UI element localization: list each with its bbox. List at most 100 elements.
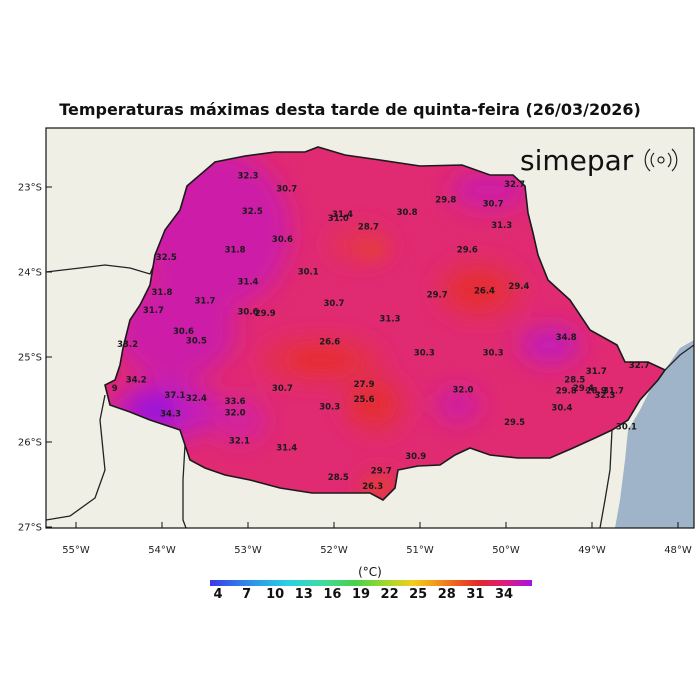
station-value: 32.7 — [504, 180, 525, 190]
station-value: 31.8 — [152, 288, 173, 298]
station-value: 29.8 — [556, 387, 577, 397]
station-value: 30.3 — [483, 348, 504, 358]
station-value: 26.6 — [319, 337, 340, 347]
station-value: 37.1 — [164, 391, 185, 401]
station-value: 31.3 — [491, 221, 512, 231]
station-value: 28.7 — [358, 223, 379, 233]
lon-label: 52°W — [320, 545, 348, 556]
station-value: 32.0 — [453, 386, 474, 396]
map-title: Temperaturas máximas desta tarde de quin… — [59, 100, 641, 119]
legend-colorbar — [210, 580, 532, 586]
station-value: 29.8 — [435, 195, 456, 205]
station-value: 32.4 — [186, 394, 207, 404]
lon-label: 50°W — [492, 545, 520, 556]
field-blobs — [110, 150, 580, 495]
station-value: 32.5 — [242, 207, 263, 217]
lat-label: 26°S — [18, 438, 42, 449]
station-value: 30.8 — [397, 208, 418, 218]
station-value: 30.6 — [173, 327, 194, 337]
station-value: 29.7 — [427, 291, 448, 301]
station-value: 28.9 — [586, 387, 607, 397]
station-value: 30.1 — [298, 268, 319, 278]
legend-tick-label: 28 — [438, 587, 456, 602]
station-value: 34.2 — [126, 376, 147, 386]
legend-tick-label: 34 — [495, 587, 513, 602]
station-value: 25.6 — [354, 395, 375, 405]
lon-label: 55°W — [62, 545, 90, 556]
lon-label: 49°W — [578, 545, 606, 556]
station-value: 31.4 — [238, 278, 259, 288]
lat-label: 25°S — [18, 353, 42, 364]
station-value: 32.5 — [156, 253, 177, 263]
state-border — [104, 146, 667, 501]
legend-tick-label: 16 — [323, 587, 341, 602]
lat-label: 24°S — [18, 268, 42, 279]
station-value: 33.2 — [117, 340, 138, 350]
station-value: 30.1 — [616, 422, 637, 432]
legend-ticks: 4 7 10 13 16 19 22 25 28 31 34 — [213, 587, 513, 602]
legend-tick-label: 19 — [352, 587, 370, 602]
station-value: 30.3 — [414, 348, 435, 358]
legend-tick-label: 7 — [242, 587, 251, 602]
map-plot-area: 32.330.7 32.729.8 30.732.5 31.431.030.828.7… — [46, 128, 694, 528]
longitude-axis: 55°W 54°W 53°W 52°W 51°W 50°W 49°W 48°W — [62, 522, 692, 556]
station-value: 31.4 — [276, 444, 297, 454]
legend-tick-label: 4 — [213, 587, 222, 602]
station-value: 30.5 — [186, 336, 207, 346]
legend-tick-label: 31 — [466, 587, 484, 602]
legend-tick-label: 22 — [381, 587, 399, 602]
station-value: 31.7 — [143, 306, 164, 316]
station-value: 29.6 — [457, 245, 478, 255]
brand-radio-icon — [644, 148, 678, 172]
legend-tick-label: 25 — [409, 587, 427, 602]
legend-unit: (°C) — [358, 565, 382, 579]
station-value: 30.3 — [319, 403, 340, 413]
station-value: 31.7 — [586, 367, 607, 377]
station-value: 28.5 — [564, 376, 585, 386]
station-value: 32.3 — [238, 172, 259, 182]
station-value: 31.7 — [603, 387, 624, 397]
station-value: 30.7 — [483, 200, 504, 210]
station-value: 29.9 — [255, 309, 276, 319]
station-value: 31.4 — [332, 210, 353, 220]
station-value: 32.0 — [225, 409, 246, 419]
latitude-axis: 23°S 24°S 25°S 26°S 27°S — [18, 183, 52, 534]
station-value: 29.4 — [573, 384, 594, 394]
station-value: 31.0 — [328, 214, 349, 224]
station-value: 27.9 — [354, 380, 375, 390]
station-value: 33.6 — [225, 397, 246, 407]
station-value: 26.4 — [474, 286, 495, 296]
station-value: 30.6 — [238, 308, 259, 318]
legend-tick-label: 10 — [266, 587, 284, 602]
field-cores — [292, 243, 500, 494]
station-value: 30.7 — [276, 184, 297, 194]
lon-label: 53°W — [234, 545, 262, 556]
station-value: 31.7 — [195, 297, 216, 307]
station-value: 32.3 — [594, 391, 615, 401]
station-value: 31.3 — [379, 314, 400, 324]
station-value: 26.3 — [362, 482, 383, 492]
station-value: 30.7 — [324, 299, 345, 309]
station-value: 28.5 — [328, 473, 349, 483]
lon-label: 48°W — [664, 545, 692, 556]
station-values: 32.330.7 32.729.8 30.732.5 31.431.030.828.7… — [112, 172, 650, 492]
neighbour-borders — [46, 261, 694, 528]
station-value: 34.8 — [556, 333, 577, 343]
station-value: 29.5 — [504, 418, 525, 428]
lon-label: 51°W — [406, 545, 434, 556]
station-value: 32.1 — [229, 437, 250, 447]
plot-frame — [45, 127, 695, 529]
lon-label: 54°W — [148, 545, 176, 556]
station-value: 30.7 — [272, 384, 293, 394]
station-value: 30.6 — [272, 235, 293, 245]
station-value: 29.4 — [508, 282, 529, 292]
station-value: 29.7 — [371, 467, 392, 477]
legend-tick-label: 13 — [295, 587, 313, 602]
station-value: 30.9 — [405, 452, 426, 462]
lat-label: 27°S — [18, 523, 42, 534]
brand-logo-text: simepar — [520, 144, 634, 177]
lat-label: 23°S — [18, 183, 42, 194]
station-value: 9 — [112, 384, 118, 394]
station-value: 30.4 — [551, 404, 572, 414]
station-value: 34.3 — [160, 410, 181, 420]
